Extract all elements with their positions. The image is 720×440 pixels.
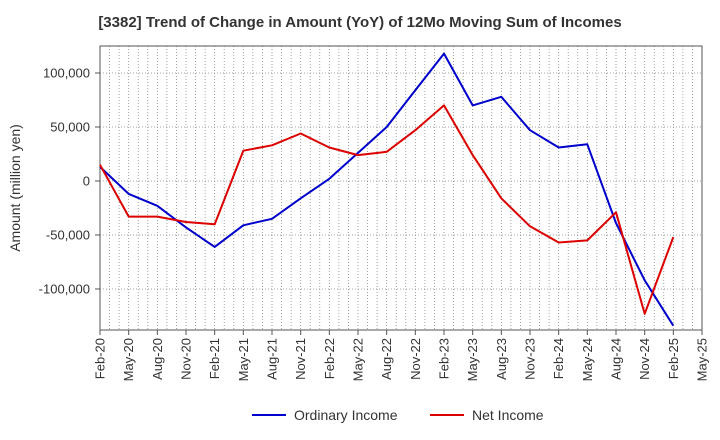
y-tick-label: 50,000 [50, 119, 90, 134]
x-tick-label: Aug-23 [494, 338, 509, 380]
x-tick-label: Feb-22 [322, 338, 337, 379]
x-tick-label: Nov-24 [637, 338, 652, 380]
x-tick-label: Aug-20 [150, 338, 165, 380]
x-tick-label: May-24 [580, 338, 595, 381]
x-tick-label: Feb-21 [207, 338, 222, 379]
series-line-net-income [99, 104, 675, 315]
legend-label-net-income: Net Income [472, 407, 544, 423]
x-tick-label: Feb-20 [93, 338, 108, 379]
x-tick-label: Feb-24 [551, 338, 566, 379]
x-tick-label: Nov-20 [179, 338, 194, 380]
x-tick-label: Nov-22 [408, 338, 423, 380]
chart-title: [3382] Trend of Change in Amount (YoY) o… [98, 14, 622, 31]
x-tick-label: May-20 [121, 338, 136, 381]
x-tick-label: Aug-22 [379, 338, 394, 380]
x-tick-label: Aug-21 [265, 338, 280, 380]
y-tick-label: 100,000 [43, 65, 90, 80]
x-tick-label: Aug-24 [609, 338, 624, 380]
y-tick-label: 0 [83, 173, 90, 188]
x-tick-label: Feb-23 [437, 338, 452, 379]
y-tick-label: -50,000 [46, 227, 90, 242]
x-tick-label: Nov-23 [523, 338, 538, 380]
x-tick-label: Nov-21 [293, 338, 308, 380]
x-tick-label: May-22 [351, 338, 366, 381]
x-tick-label: May-23 [465, 338, 480, 381]
x-tick-label: May-25 [695, 338, 710, 381]
plot-frame [99, 45, 703, 331]
x-tick-label: Feb-25 [666, 338, 681, 379]
series-line-ordinary-income [99, 52, 675, 327]
x-tick-label: May-21 [236, 338, 251, 381]
y-axis-title: Amount (million yen) [7, 124, 23, 252]
legend-label-ordinary-income: Ordinary Income [294, 407, 398, 423]
y-tick-label: -100,000 [39, 281, 90, 296]
